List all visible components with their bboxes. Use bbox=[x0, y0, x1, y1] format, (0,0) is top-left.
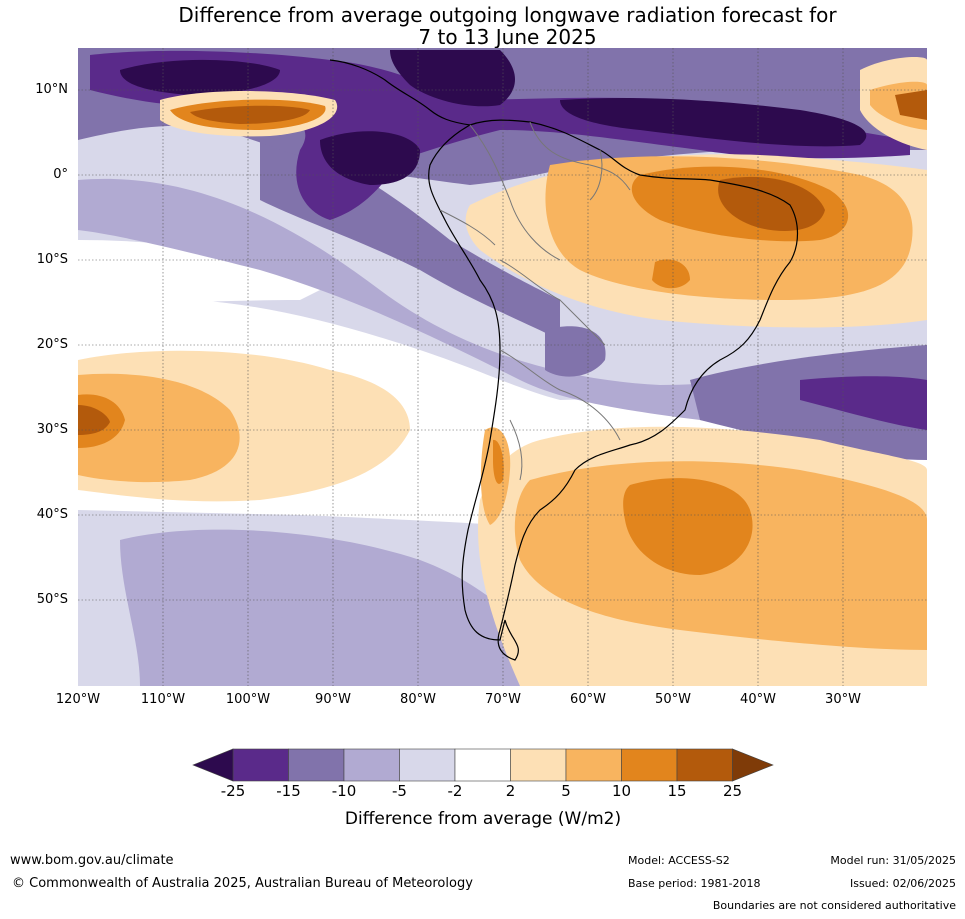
positive-brazil-15 bbox=[718, 176, 825, 231]
lat-label-40s: 40°S bbox=[36, 507, 68, 522]
title-line-1: Difference from average outgoing longwav… bbox=[178, 3, 837, 27]
central-america-coastline bbox=[329, 59, 471, 126]
colorbar-title: Difference from average (W/m2) bbox=[344, 809, 622, 829]
colorbar-low-arrow bbox=[192, 748, 234, 782]
lon-label-40w: 40°W bbox=[740, 692, 776, 707]
colorbar-tick-label: 2 bbox=[505, 782, 516, 800]
negative-north-25 bbox=[90, 50, 910, 220]
colorbar-tick-label: -5 bbox=[392, 782, 407, 800]
lat-label-10s: 10°S bbox=[36, 252, 68, 267]
lat-label-50s: 50°S bbox=[36, 592, 68, 607]
colorbar-tick-label: 5 bbox=[561, 782, 571, 800]
lon-label-110w: 110°W bbox=[140, 692, 186, 707]
negative-interior-15 bbox=[545, 326, 606, 377]
base-period-text: Base period: 1981-2018 bbox=[628, 877, 761, 890]
issued-text: Issued: 02/06/2025 bbox=[849, 877, 956, 890]
colorbar-bin-3 bbox=[343, 748, 400, 782]
graticule bbox=[78, 48, 927, 686]
positive-pacific-5 bbox=[78, 373, 240, 483]
colorbar-tick-label: 15 bbox=[667, 782, 687, 800]
lon-label-80w: 80°W bbox=[400, 692, 436, 707]
lon-label-30w: 30°W bbox=[825, 692, 861, 707]
colorbar-bin-2 bbox=[288, 748, 345, 782]
negative-east-25 bbox=[800, 376, 927, 430]
colorbar-tick-label: 10 bbox=[611, 782, 632, 800]
copyright-text: © Commonwealth of Australia 2025, Austra… bbox=[12, 876, 473, 891]
colorbar-bin-8 bbox=[621, 748, 678, 782]
negative-core-1 bbox=[120, 59, 280, 95]
colorbar-bin-4 bbox=[399, 748, 456, 782]
lat-label-0: 0° bbox=[53, 167, 68, 182]
neutral-west bbox=[78, 240, 330, 303]
colorbar-tick-label: -2 bbox=[447, 782, 463, 800]
model-run-text: Model run: 31/05/2025 bbox=[830, 854, 956, 867]
positive-north-east-15 bbox=[895, 90, 927, 120]
colorbar-bin-1 bbox=[232, 748, 289, 782]
lon-label-60w: 60°W bbox=[570, 692, 606, 707]
colorbar-tick-label: -10 bbox=[331, 782, 357, 800]
lat-label-30s: 30°S bbox=[36, 422, 68, 437]
colorbar-bin-7 bbox=[565, 748, 622, 782]
negative-sw-10 bbox=[168, 566, 300, 624]
colorbar-bin-9 bbox=[676, 748, 733, 782]
lat-label-20s: 20°S bbox=[36, 337, 68, 352]
lon-label-90w: 90°W bbox=[315, 692, 351, 707]
positive-andes-10 bbox=[493, 439, 504, 484]
colorbar-tick-label: -15 bbox=[276, 782, 301, 800]
lon-label-50w: 50°W bbox=[655, 692, 691, 707]
disclaimer-text: Boundaries are not considered authoritat… bbox=[712, 899, 956, 912]
colorbar-tick-label: 25 bbox=[722, 782, 743, 800]
olr-anomaly-map bbox=[78, 48, 927, 686]
map-title: Difference from average outgoing longwav… bbox=[0, 4, 965, 48]
negative-core-4 bbox=[560, 98, 867, 147]
lon-label-70w: 70°W bbox=[485, 692, 521, 707]
negative-core-3 bbox=[390, 50, 515, 107]
model-text: Model: ACCESS-S2 bbox=[628, 854, 730, 867]
positive-atlantic-10 bbox=[623, 478, 753, 575]
colorbar-bin-5 bbox=[454, 748, 511, 782]
colorbar-tick-label: -25 bbox=[220, 782, 246, 800]
positive-brazil-10b bbox=[652, 259, 690, 289]
lon-label-100w: 100°W bbox=[225, 692, 271, 707]
positive-north-west-15 bbox=[190, 105, 310, 124]
title-line-2: 7 to 13 June 2025 bbox=[418, 25, 597, 49]
negative-core-2 bbox=[320, 131, 420, 185]
country-borders bbox=[439, 121, 631, 481]
colorbar-bin-6 bbox=[510, 748, 567, 782]
colorbar-high-arrow bbox=[732, 748, 774, 782]
lon-label-120w: 120°W bbox=[55, 692, 101, 707]
positive-pacific-15 bbox=[78, 405, 110, 435]
lat-label-10n: 10°N bbox=[35, 82, 68, 97]
website-link[interactable]: www.bom.gov.au/climate bbox=[10, 853, 174, 868]
